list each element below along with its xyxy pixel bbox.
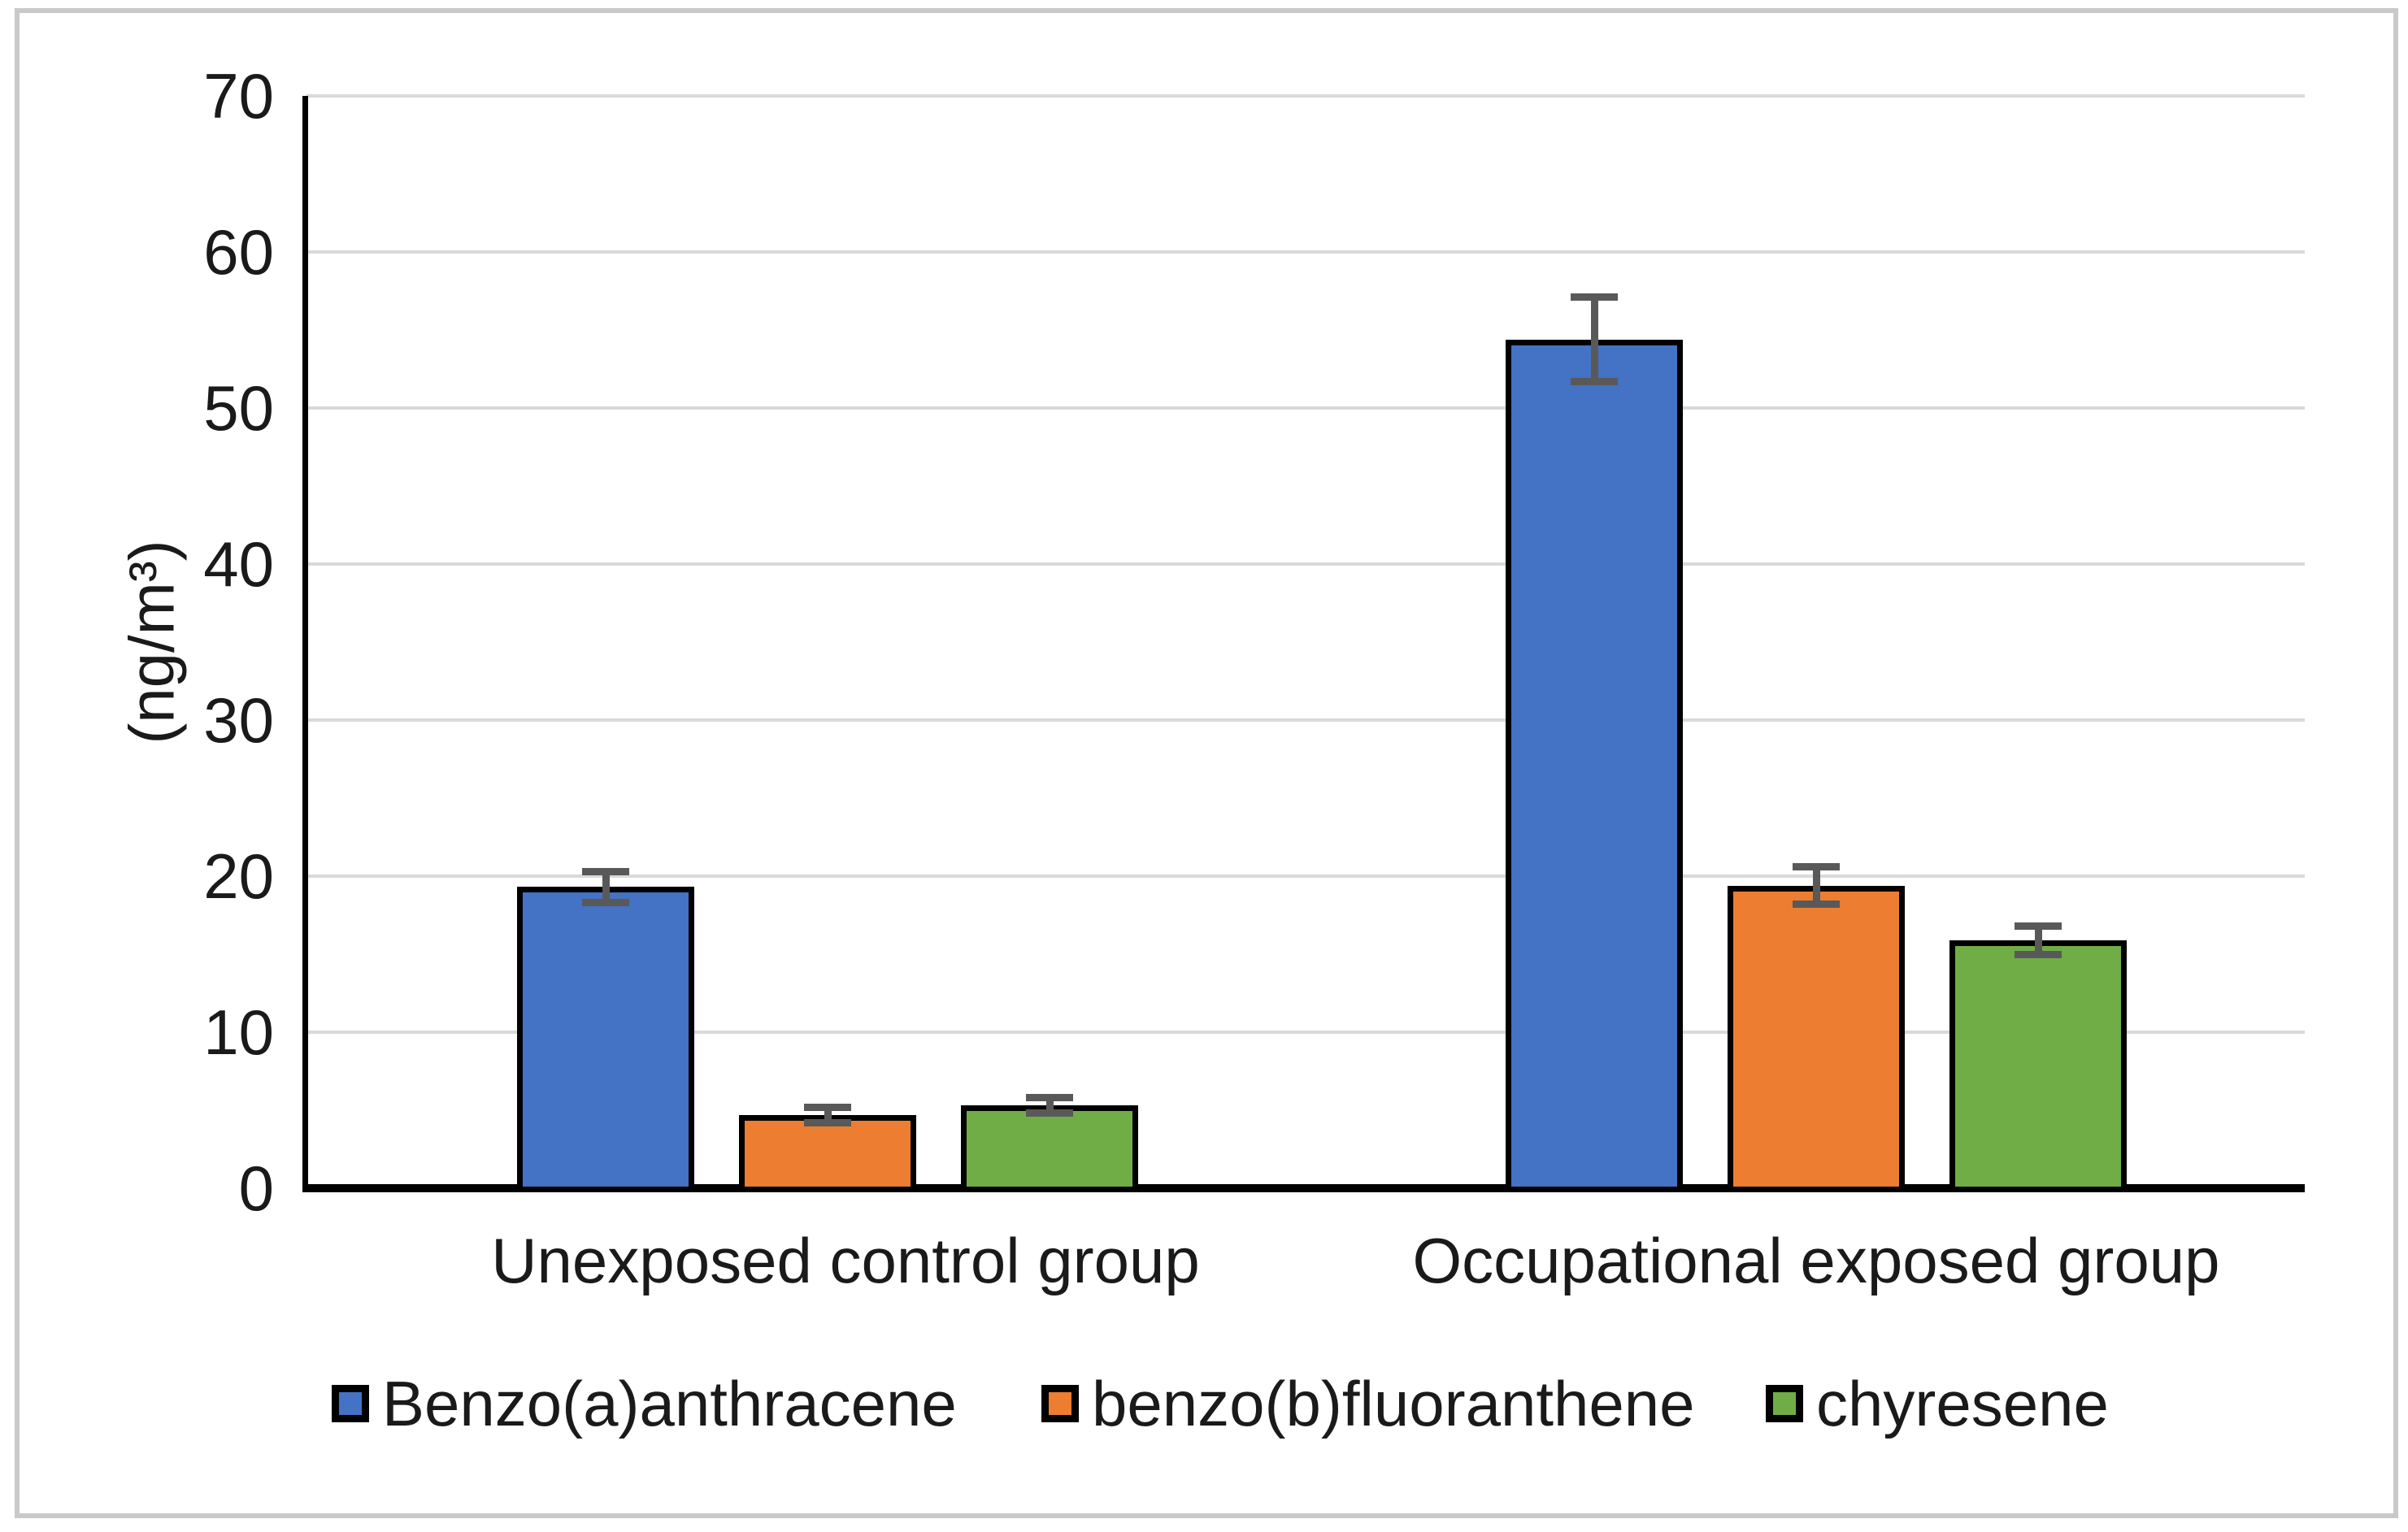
error-bar-cap-top [1571,293,1618,302]
x-category-label: Unexposed control group [491,1225,1200,1296]
error-bar-stem [1045,1097,1054,1113]
error-bar-cap-bottom [1026,1109,1073,1118]
error-bar-stem [2034,926,2042,954]
error-bar-stem [824,1107,832,1123]
y-tick-label: 30 [203,684,274,756]
gridline [306,406,2305,410]
legend-label: chyresene [1816,1368,2109,1439]
error-bar-cap-top [1026,1094,1073,1102]
y-tick-label: 60 [203,216,274,288]
legend-label: Benzo(a)anthracene [382,1368,957,1439]
error-bar-cap-bottom [2015,950,2062,958]
gridline [306,250,2305,254]
bar-benzo(b)fluoranthene-group1 [739,1114,916,1192]
legend-item-Benzo(a)anthracene: Benzo(a)anthracene [332,1366,957,1441]
bar-chyresene-group1 [961,1105,1138,1192]
y-tick-label: 0 [238,1152,274,1224]
legend-label: benzo(b)fluoranthene [1092,1368,1695,1439]
x-axis-line [302,1184,2305,1192]
gridline [306,1031,2305,1034]
gridline [306,562,2305,566]
y-tick-label: 40 [203,528,274,600]
legend-marker-benzo(b)fluoranthene [1041,1385,1079,1422]
error-bar-cap-bottom [1571,377,1618,385]
legend-item-chyresene: chyresene [1766,1366,2109,1441]
bar-Benzo(a)anthracene-group2 [1506,339,1683,1192]
gridline [306,874,2305,878]
gridline [306,718,2305,722]
error-bar-cap-top [804,1103,851,1111]
error-bar-stem [1590,297,1598,382]
error-bar-cap-bottom [582,899,629,907]
error-bar-cap-bottom [1793,901,1840,909]
chart-frame [15,8,2398,1518]
error-bar-cap-top [582,867,629,875]
bar-chyresene-group2 [1949,940,2127,1192]
error-bar-cap-top [2015,922,2062,930]
y-axis-line [302,96,308,1192]
y-tick-label: 70 [203,60,274,132]
y-tick-label: 10 [203,996,274,1068]
y-tick-label: 50 [203,372,274,444]
legend-item-benzo(b)fluoranthene: benzo(b)fluoranthene [1041,1366,1695,1441]
error-bar-cap-bottom [804,1118,851,1126]
legend-marker-Benzo(a)anthracene [332,1385,369,1422]
error-bar-stem [1812,866,1820,905]
y-tick-label: 20 [203,840,274,912]
error-bar-stem [602,871,610,903]
x-category-label: Occupational exposed group [1412,1225,2220,1296]
error-bar-cap-top [1793,862,1840,870]
bar-Benzo(a)anthracene-group1 [517,887,694,1192]
bar-benzo(b)fluoranthene-group2 [1728,885,1905,1192]
gridline [306,94,2305,98]
legend-marker-chyresene [1766,1385,1803,1422]
